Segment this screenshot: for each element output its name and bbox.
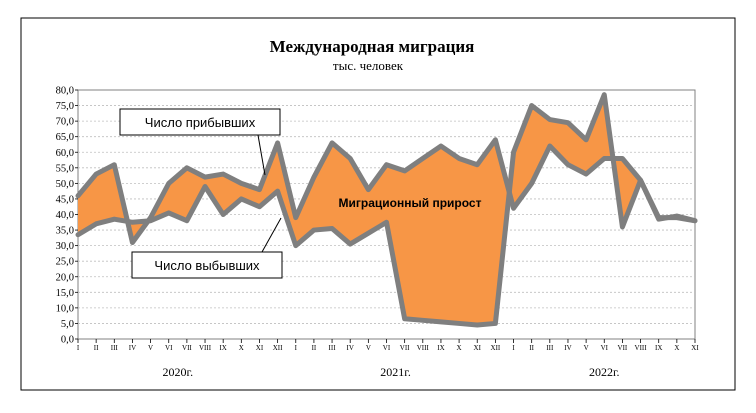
migration-gain-area xyxy=(78,94,695,325)
arrivals-callout-box xyxy=(119,108,281,136)
departures-callout-text: Число выбывших xyxy=(154,258,260,273)
x-tick-label: VIII xyxy=(199,344,212,352)
y-tick-label: 70,0 xyxy=(56,117,74,128)
y-tick-label: 55,0 xyxy=(56,163,74,174)
x-tick-label: II xyxy=(94,344,99,352)
x-tick-label: X xyxy=(457,344,462,352)
y-tick-label: 65,0 xyxy=(56,132,74,143)
chart-subtitle: тыс. человек xyxy=(333,58,404,73)
y-tick-label: 25,0 xyxy=(56,257,74,268)
year-label: 2022г. xyxy=(589,365,620,379)
y-tick-label: 10,0 xyxy=(56,303,74,314)
y-tick-label: 80,0 xyxy=(56,86,74,97)
x-tick-label: X xyxy=(239,344,244,352)
x-tick-label: III xyxy=(111,344,119,352)
x-tick-label: III xyxy=(329,344,337,352)
x-tick-label: II xyxy=(312,344,317,352)
x-tick-label: V xyxy=(584,344,589,352)
x-tick-label: VIII xyxy=(635,344,648,352)
x-tick-label: VI xyxy=(165,344,173,352)
x-tick-label: XII xyxy=(273,344,283,352)
arrivals-callout-text: Число прибывших xyxy=(145,115,256,130)
y-tick-label: 50,0 xyxy=(56,179,74,190)
y-tick-label: 15,0 xyxy=(56,288,74,299)
net-migration-label: Миграционный прирост xyxy=(339,196,482,210)
y-tick-label: 40,0 xyxy=(56,210,74,221)
y-tick-label: 0,0 xyxy=(61,335,74,346)
x-tick-label: X xyxy=(674,344,679,352)
x-tick-label: I xyxy=(295,344,298,352)
y-tick-label: 60,0 xyxy=(56,148,74,159)
x-tick-label: IV xyxy=(347,344,354,352)
y-tick-label: 30,0 xyxy=(56,241,74,252)
x-tick-label: VII xyxy=(400,344,410,352)
x-tick-label: VII xyxy=(618,344,628,352)
x-tick-label: V xyxy=(148,344,153,352)
y-tick-label: 5,0 xyxy=(61,319,74,330)
x-tick-label: II xyxy=(529,344,534,352)
x-tick-label: VIII xyxy=(417,344,430,352)
x-tick-label: IV xyxy=(564,344,571,352)
y-tick-label: 45,0 xyxy=(56,194,74,205)
x-tick-label: IV xyxy=(129,344,136,352)
x-tick-label: VI xyxy=(601,344,609,352)
x-tick-label: XI xyxy=(691,344,699,352)
y-tick-label: 35,0 xyxy=(56,226,74,237)
departures-leader-line xyxy=(261,217,282,253)
departures-callout-box xyxy=(131,251,283,279)
year-label: 2021г. xyxy=(380,365,411,379)
y-tick-label: 75,0 xyxy=(56,101,74,112)
x-tick-label: IX xyxy=(655,344,662,352)
x-tick-label: III xyxy=(546,344,554,352)
x-tick-label: IX xyxy=(219,344,226,352)
x-tick-label: XI xyxy=(256,344,264,352)
arrivals-leader-line xyxy=(257,134,266,176)
departures-line xyxy=(75,92,698,328)
arrivals-callout: Число прибывших xyxy=(119,108,281,176)
x-tick-label: VI xyxy=(383,344,391,352)
x-tick-label: XI xyxy=(474,344,482,352)
x-tick-label: I xyxy=(512,344,515,352)
departures-callout: Число выбывших xyxy=(131,217,283,279)
x-tick-label: V xyxy=(366,344,371,352)
x-tick-label: I xyxy=(77,344,80,352)
x-tick-label: VII xyxy=(182,344,192,352)
year-label: 2020г. xyxy=(163,365,194,379)
arrivals-line xyxy=(75,137,698,246)
x-tick-label: IX xyxy=(437,344,444,352)
y-tick-label: 20,0 xyxy=(56,272,74,283)
chart-title: Международная миграция xyxy=(270,37,475,56)
x-tick-label: XII xyxy=(491,344,501,352)
